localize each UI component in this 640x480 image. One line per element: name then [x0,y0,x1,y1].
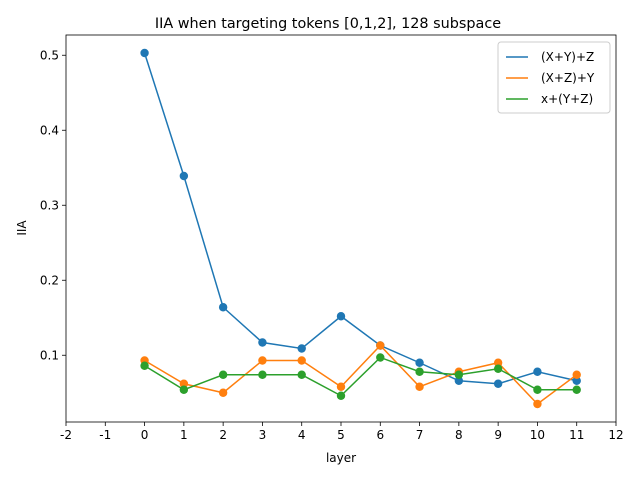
y-axis: 0.1 0.2 0.3 0.4 0.5 [40,48,66,362]
chart-title: IIA when targeting tokens [0,1,2], 128 s… [155,16,501,32]
data-point [376,341,385,350]
series-1 [140,48,581,388]
data-point [297,356,306,365]
y-tick-label: 0.2 [40,273,59,287]
data-point [493,379,503,388]
y-tick-label: 0.3 [40,198,59,212]
data-point [533,367,542,376]
data-point [258,356,267,365]
x-tick-label: 12 [608,428,623,442]
x-tick-label: 1 [180,428,188,442]
y-tick-label: 0.1 [40,348,59,362]
y-tick-label: 0.4 [40,123,59,137]
legend-label: x+(Y+Z) [541,92,593,106]
data-point [297,370,306,379]
x-axis: -2 -1 0 1 2 3 4 5 6 7 8 9 10 11 12 [60,422,624,442]
series-line [143,52,577,385]
legend-box [497,41,611,114]
data-point [376,353,385,362]
x-tick-label: 9 [494,428,502,442]
series-line [144,344,578,405]
y-tick-label: 0.5 [40,48,59,62]
x-tick-label: 8 [455,428,463,442]
data-point [572,385,581,394]
data-point [533,385,542,394]
series-group [140,48,581,409]
data-point [454,370,464,379]
data-point [218,388,228,397]
y-axis-label: IIA [15,220,29,236]
data-point [493,358,503,367]
legend: (X+Y)+Z (X+Z)+Y x+(Y+Z) [497,41,611,114]
x-tick-label: 0 [141,428,149,442]
series-2 [140,341,581,409]
data-point [336,391,346,400]
data-point [140,48,149,58]
legend-label: (X+Z)+Y [541,71,595,85]
legend-label: (X+Y)+Z [541,50,594,64]
data-point [533,399,542,409]
data-point [258,370,267,379]
series-line [144,356,577,397]
x-axis-label: layer [326,451,356,465]
data-point [218,370,228,379]
data-point [572,376,581,385]
data-point [415,367,424,376]
x-tick-label: 3 [259,428,267,442]
data-point [415,358,424,367]
data-point [258,338,267,347]
x-tick-label: -1 [99,428,111,442]
data-point [336,382,346,391]
x-tick-label: 10 [530,428,545,442]
data-point [572,370,581,379]
x-tick-label: 4 [298,428,306,442]
data-point [493,364,503,373]
data-point [415,382,424,391]
data-point [454,376,464,385]
data-point [179,171,189,181]
data-point [218,303,228,312]
x-tick-label: 5 [337,428,345,442]
x-tick-label: 11 [569,428,584,442]
data-point [179,385,189,394]
series-3 [140,353,581,400]
x-tick-label: 2 [219,428,227,442]
data-point [336,312,346,321]
data-point [179,379,189,388]
data-point [140,361,149,370]
x-tick-label: 7 [416,428,424,442]
data-point [297,344,306,353]
x-tick-label: -2 [60,428,72,442]
x-tick-label: 6 [376,428,384,442]
